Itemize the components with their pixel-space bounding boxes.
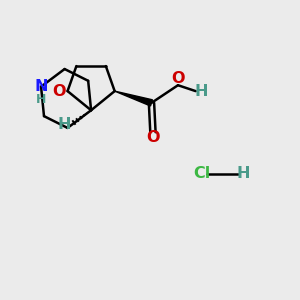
Text: H: H <box>57 118 71 133</box>
Text: Cl: Cl <box>194 166 211 181</box>
Text: H: H <box>194 84 208 99</box>
Text: N: N <box>34 79 48 94</box>
Text: O: O <box>52 84 66 99</box>
Text: H: H <box>237 166 250 181</box>
Text: O: O <box>146 130 160 145</box>
Text: H: H <box>36 93 46 106</box>
Text: O: O <box>171 71 185 86</box>
Polygon shape <box>115 91 152 106</box>
